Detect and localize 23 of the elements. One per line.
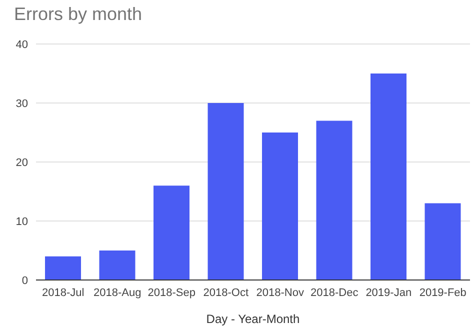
x-tick-label: 2019-Feb bbox=[419, 286, 466, 299]
y-tick-label: 30 bbox=[16, 98, 28, 110]
y-tick-label: 10 bbox=[16, 216, 28, 228]
bar bbox=[370, 74, 406, 280]
bar bbox=[99, 250, 136, 280]
x-tick-label: 2018-Jul bbox=[42, 286, 84, 299]
bar bbox=[208, 103, 244, 280]
x-tick-label: 2018-Nov bbox=[256, 286, 304, 299]
y-tick-label: 0 bbox=[22, 274, 28, 287]
bar bbox=[262, 132, 298, 280]
bar bbox=[154, 186, 190, 280]
x-tick-label: 2018-Dec bbox=[310, 286, 359, 299]
y-tick-label: 40 bbox=[16, 38, 28, 51]
x-tick-label: 2018-Aug bbox=[94, 286, 142, 299]
bar bbox=[316, 120, 352, 280]
x-tick-label: 2018-Sep bbox=[148, 286, 196, 299]
x-tick-label: 2019-Jan bbox=[366, 286, 412, 299]
bar bbox=[424, 203, 461, 280]
chart-title: Errors by month bbox=[14, 4, 142, 25]
y-tick-label: 20 bbox=[16, 156, 28, 169]
x-tick-label: 2018-Oct bbox=[203, 286, 248, 299]
x-axis-title: Day - Year-Month bbox=[205, 312, 301, 326]
bar bbox=[45, 256, 81, 280]
